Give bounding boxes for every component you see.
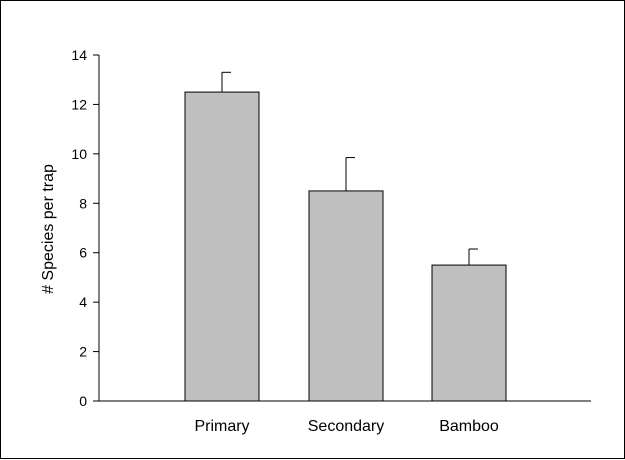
bar-secondary bbox=[308, 190, 384, 402]
y-ticks: 0 2 4 6 8 10 12 14 bbox=[71, 47, 99, 409]
y-tick-label: 12 bbox=[71, 96, 87, 112]
x-tick-label-secondary: Secondary bbox=[308, 418, 385, 435]
y-tick-label: 10 bbox=[71, 146, 87, 162]
x-tick-label-primary: Primary bbox=[194, 418, 249, 435]
error-bar-secondary bbox=[345, 157, 355, 191]
error-bar-primary bbox=[221, 71, 231, 93]
bar-bamboo bbox=[431, 264, 507, 402]
error-bars bbox=[221, 71, 478, 266]
y-tick-label: 0 bbox=[79, 393, 87, 409]
bars bbox=[184, 91, 507, 402]
y-tick-label: 8 bbox=[79, 195, 87, 211]
error-bar-bamboo bbox=[468, 248, 478, 266]
y-tick-label: 14 bbox=[71, 47, 87, 63]
x-tick-label-bamboo: Bamboo bbox=[439, 418, 499, 435]
y-tick-label: 6 bbox=[79, 245, 87, 261]
y-tick-label: 4 bbox=[79, 294, 87, 310]
y-axis-label: # Species per trap bbox=[40, 164, 57, 294]
bar-primary bbox=[184, 91, 260, 402]
y-tick-label: 2 bbox=[79, 344, 87, 360]
x-tick-labels: Primary Secondary Bamboo bbox=[194, 418, 498, 435]
